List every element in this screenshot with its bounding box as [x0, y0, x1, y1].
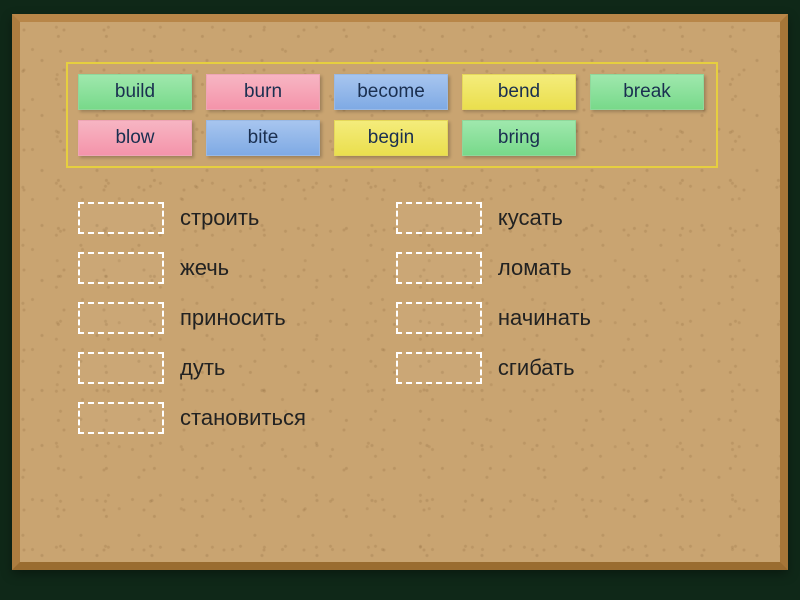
card-label: break: [623, 81, 671, 103]
drop-slot[interactable]: [78, 302, 164, 334]
drop-slot[interactable]: [78, 202, 164, 234]
answer-row: приносить: [78, 302, 306, 334]
card-label: bite: [248, 127, 279, 149]
bank-row-1: build burn become bend break: [78, 74, 706, 110]
ru-label: дуть: [180, 355, 225, 381]
card-build[interactable]: build: [78, 74, 192, 110]
card-break[interactable]: break: [590, 74, 704, 110]
ru-label: кусать: [498, 205, 563, 231]
card-begin[interactable]: begin: [334, 120, 448, 156]
drop-slot[interactable]: [396, 352, 482, 384]
card-label: bend: [498, 81, 540, 103]
bank-row-2: blow bite begin bring: [78, 120, 706, 156]
ru-label: приносить: [180, 305, 286, 331]
card-bring[interactable]: bring: [462, 120, 576, 156]
drop-slot[interactable]: [78, 402, 164, 434]
word-bank: build burn become bend break blow bite b…: [66, 62, 718, 168]
answers-area: строить жечь приносить дуть: [78, 202, 591, 434]
card-label: burn: [244, 81, 282, 103]
ru-label: строить: [180, 205, 259, 231]
card-label: bring: [498, 127, 540, 149]
answer-row: ломать: [396, 252, 591, 284]
card-label: begin: [368, 127, 415, 149]
card-label: become: [357, 81, 425, 103]
ru-label: сгибать: [498, 355, 575, 381]
answer-row: начинать: [396, 302, 591, 334]
answers-col-right: кусать ломать начинать сгибать: [396, 202, 591, 434]
card-burn[interactable]: burn: [206, 74, 320, 110]
drop-slot[interactable]: [396, 302, 482, 334]
answer-row: строить: [78, 202, 306, 234]
card-bite[interactable]: bite: [206, 120, 320, 156]
ru-label: ломать: [498, 255, 572, 281]
card-blow[interactable]: blow: [78, 120, 192, 156]
board-border: build burn become bend break blow bite b…: [12, 14, 788, 570]
card-bend[interactable]: bend: [462, 74, 576, 110]
answer-row: сгибать: [396, 352, 591, 384]
ru-label: начинать: [498, 305, 591, 331]
drop-slot[interactable]: [396, 202, 482, 234]
answer-row: становиться: [78, 402, 306, 434]
card-label: build: [115, 81, 155, 103]
outer-frame: build burn become bend break blow bite b…: [0, 0, 800, 600]
card-become[interactable]: become: [334, 74, 448, 110]
drop-slot[interactable]: [396, 252, 482, 284]
answers-col-left: строить жечь приносить дуть: [78, 202, 306, 434]
answer-row: кусать: [396, 202, 591, 234]
drop-slot[interactable]: [78, 352, 164, 384]
card-label: blow: [115, 127, 154, 149]
answer-row: дуть: [78, 352, 306, 384]
corkboard: build burn become bend break blow bite b…: [20, 22, 780, 562]
drop-slot[interactable]: [78, 252, 164, 284]
answer-row: жечь: [78, 252, 306, 284]
ru-label: жечь: [180, 255, 229, 281]
ru-label: становиться: [180, 405, 306, 431]
